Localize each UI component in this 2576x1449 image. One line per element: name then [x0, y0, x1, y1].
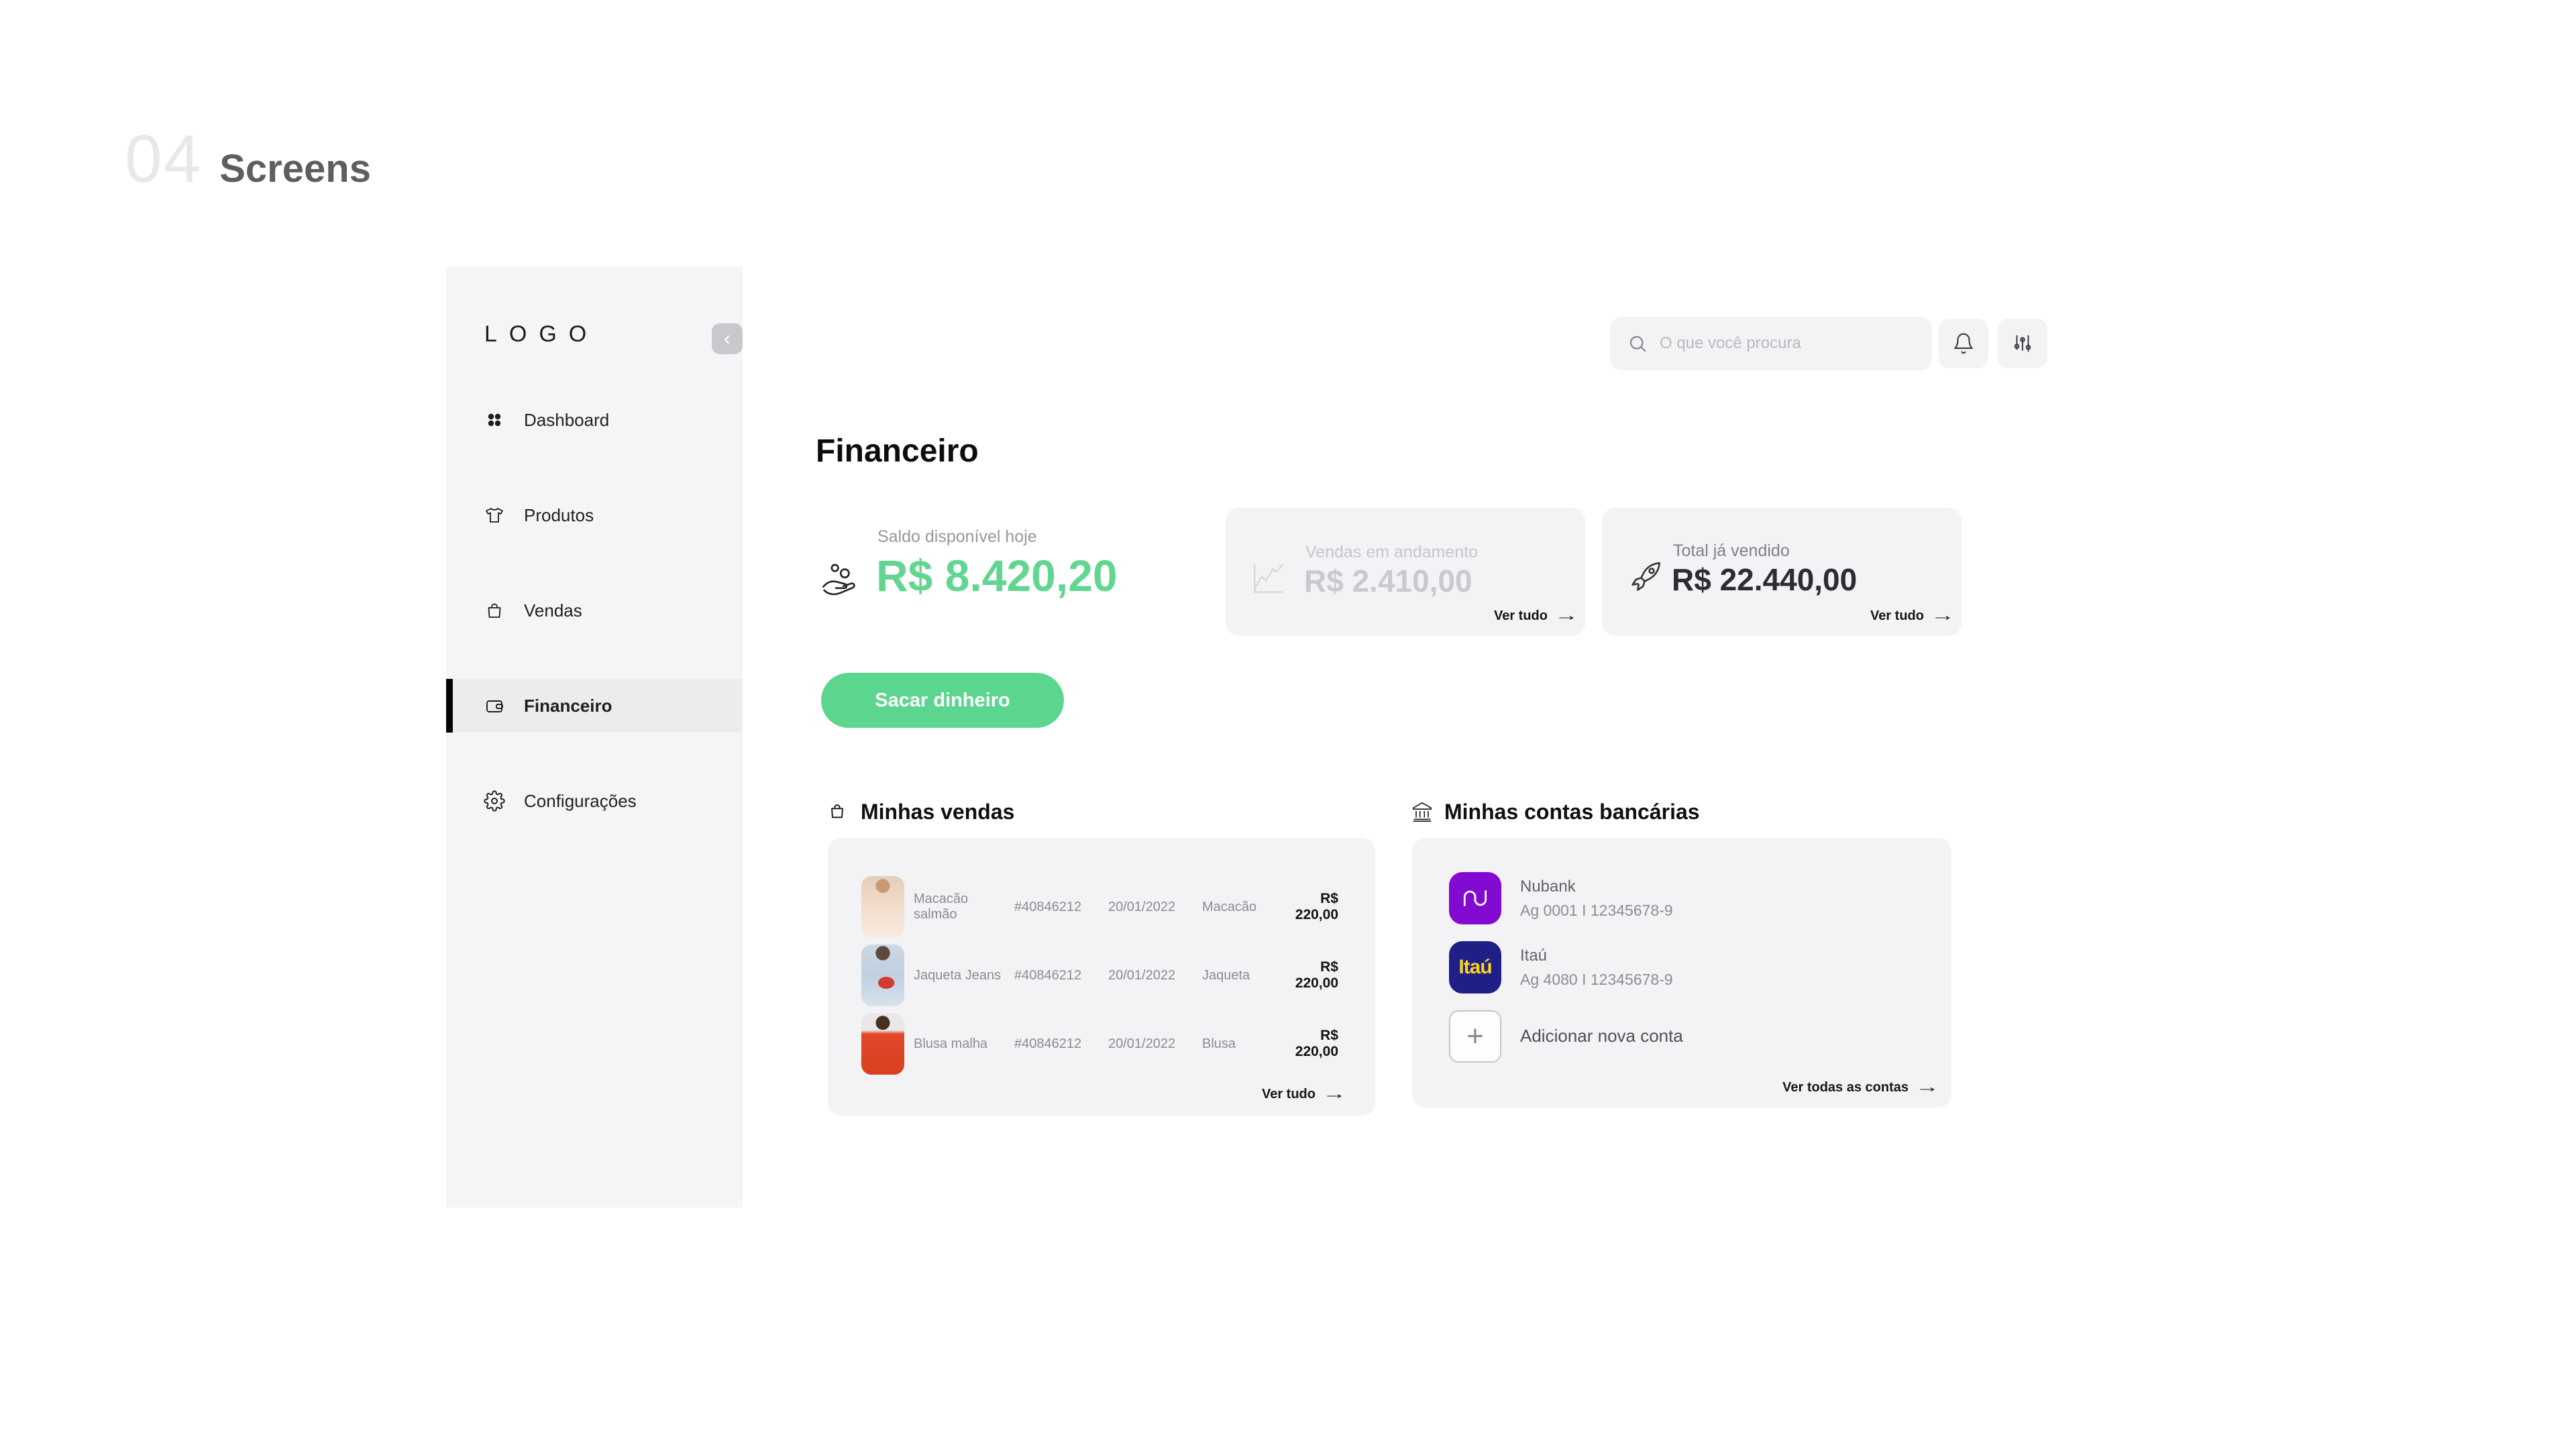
accounts-section-header: Minhas contas bancárias: [1411, 797, 1700, 826]
active-indicator-bar: [446, 679, 453, 733]
product-image: [861, 945, 904, 1006]
sale-row[interactable]: Blusa malha #40846212 20/01/2022 Blusa R…: [861, 1010, 1338, 1078]
filter-button[interactable]: [1998, 319, 2047, 368]
product-name: Macacão salmão: [914, 892, 969, 922]
product-name: Blusa malha: [914, 1036, 988, 1051]
sidebar-item-label: Produtos: [524, 504, 594, 525]
shopping-bag-icon: [484, 600, 505, 621]
stat-value: R$ 22.440,00: [1672, 562, 1858, 597]
product-name: Jaqueta Jeans: [914, 967, 1002, 983]
account-row-nubank[interactable]: Nubank Ag 0001 I 12345678-9: [1449, 871, 1931, 926]
sale-price: R$ 220,00: [1295, 891, 1338, 922]
sidebar-nav: Dashboard Produtos Vendas Financeir: [446, 393, 743, 869]
arrow-right-icon: →: [1554, 606, 1578, 625]
deck-section-number: 04: [125, 121, 203, 197]
stat-label: Vendas em andamento: [1305, 543, 1479, 561]
sales-section-header: Minhas vendas: [827, 797, 1014, 826]
sales-card: Macacão salmão #40846212 20/01/2022 Maca…: [828, 838, 1375, 1116]
order-id: #40846212: [1014, 899, 1082, 914]
notifications-button[interactable]: [1939, 319, 1988, 368]
order-id: #40846212: [1014, 1036, 1082, 1051]
itau-logo: Itaú: [1449, 941, 1501, 994]
stat-label: Total já vendido: [1673, 541, 1790, 560]
page-title: Financeiro: [816, 433, 979, 469]
order-id: #40846212: [1014, 967, 1082, 983]
stat-balance: Saldo disponível hoje R$ 8.420,20: [820, 523, 1195, 617]
search-input[interactable]: [1660, 334, 1915, 353]
stat-label: Saldo disponível hoje: [877, 527, 1037, 546]
accounts-card: Nubank Ag 0001 I 12345678-9 Itaú Itaú Ag…: [1412, 838, 1951, 1108]
sidebar-item-label: Configurações: [524, 790, 637, 811]
ver-todas-as-contas-link[interactable]: Ver todas as contas →: [1782, 1078, 1939, 1097]
nubank-logo: [1449, 872, 1501, 925]
sidebar-item-label: Financeiro: [524, 695, 612, 716]
stat-value: R$ 2.410,00: [1304, 564, 1472, 598]
sidebar-item-dashboard[interactable]: Dashboard: [446, 393, 743, 447]
stat-card-vendas-em-andamento: Vendas em andamento R$ 2.410,00 Ver tudo…: [1226, 508, 1585, 636]
sale-price: R$ 220,00: [1295, 959, 1338, 991]
account-row-itau[interactable]: Itaú Itaú Ag 4080 I 12345678-9: [1449, 941, 1931, 995]
tshirt-icon: [484, 504, 505, 526]
arrow-right-icon: →: [1322, 1085, 1346, 1103]
wallet-icon: [484, 695, 505, 716]
add-account-label: Adicionar nova conta: [1520, 1026, 1683, 1046]
arrow-right-icon: →: [1931, 606, 1955, 625]
logo: LOGO: [484, 321, 599, 347]
add-account-row[interactable]: + Adicionar nova conta: [1449, 1009, 1931, 1063]
ver-tudo-link[interactable]: Ver tudo →: [1261, 1085, 1346, 1103]
collapse-sidebar-button[interactable]: ‹: [712, 323, 743, 354]
sidebar-item-financeiro[interactable]: Financeiro: [446, 679, 743, 733]
product-category: Jaqueta: [1202, 967, 1250, 983]
sale-date: 20/01/2022: [1108, 967, 1176, 983]
bank-account-details: Ag 4080 I 12345678-9: [1520, 970, 1673, 988]
bank-name: Itaú: [1520, 946, 1548, 965]
bell-icon: [1954, 333, 1973, 354]
ver-tudo-link[interactable]: Ver tudo →: [1870, 606, 1955, 625]
hand-coins-icon: [820, 561, 863, 604]
stat-card-total-ja-vendido: Total já vendido R$ 22.440,00 Ver tudo →: [1602, 508, 1962, 636]
ver-tudo-link[interactable]: Ver tudo →: [1493, 606, 1578, 625]
sale-date: 20/01/2022: [1108, 899, 1176, 914]
sidebar-item-configuracoes[interactable]: Configurações: [446, 774, 743, 828]
section-title: Minhas vendas: [861, 799, 1015, 824]
withdraw-button[interactable]: Sacar dinheiro: [821, 673, 1064, 728]
sale-price: R$ 220,00: [1295, 1028, 1338, 1059]
sale-date: 20/01/2022: [1108, 1036, 1176, 1051]
section-title: Minhas contas bancárias: [1444, 799, 1700, 824]
gear-icon: [484, 790, 505, 812]
bank-account-details: Ag 0001 I 12345678-9: [1520, 901, 1673, 919]
sliders-icon: [2014, 335, 2031, 352]
dashboard-grid-icon: [484, 409, 505, 431]
chevron-left-icon: ‹: [724, 327, 731, 350]
deck-title: 04 Screens: [125, 121, 371, 198]
bank-icon: [1411, 800, 1434, 824]
sale-row[interactable]: Jaqueta Jeans #40846212 20/01/2022 Jaque…: [861, 941, 1338, 1010]
sale-row[interactable]: Macacão salmão #40846212 20/01/2022 Maca…: [861, 873, 1338, 941]
bank-name: Nubank: [1520, 877, 1576, 896]
sidebar-item-produtos[interactable]: Produtos: [446, 488, 743, 542]
product-category: Blusa: [1202, 1036, 1236, 1051]
arrow-right-icon: →: [1915, 1078, 1939, 1097]
search-icon: [1629, 335, 1646, 352]
sidebar: LOGO ‹ Dashboard Produtos Vend: [446, 266, 743, 1208]
product-image: [861, 876, 904, 938]
sidebar-item-vendas[interactable]: Vendas: [446, 584, 743, 637]
plus-icon: +: [1449, 1010, 1501, 1063]
deck-section-title: Screens: [219, 147, 371, 191]
stat-value: R$ 8.420,20: [876, 551, 1118, 600]
product-category: Macacão: [1202, 899, 1257, 914]
chart-line-icon: [1248, 557, 1289, 599]
rocket-icon: [1625, 556, 1666, 598]
sidebar-item-label: Vendas: [524, 600, 582, 621]
product-image: [861, 1013, 904, 1075]
search-box: [1610, 317, 1932, 370]
shopping-bag-icon: [827, 800, 850, 824]
sidebar-item-label: Dashboard: [524, 409, 610, 430]
